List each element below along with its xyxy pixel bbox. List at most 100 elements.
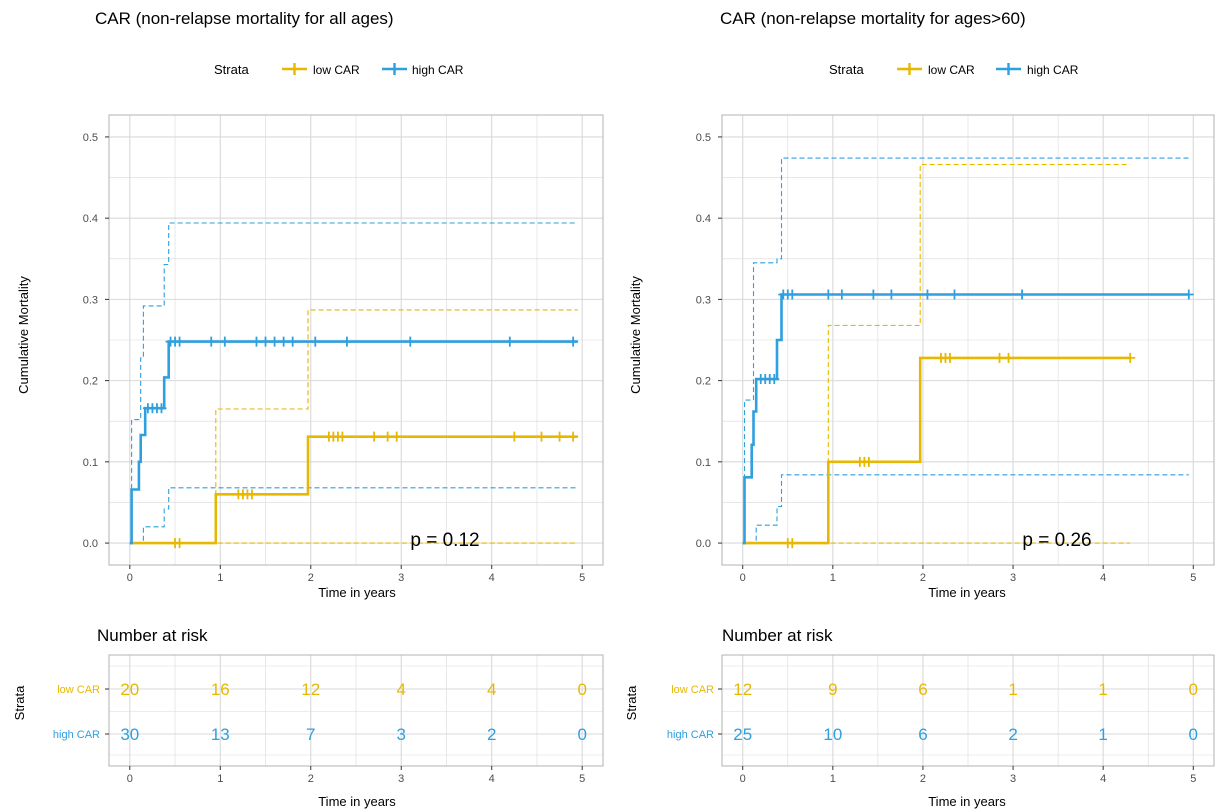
panel-2-risk-value: 0	[1189, 725, 1198, 744]
panel-2-risk-value: 25	[733, 725, 752, 744]
panel-1-risk-value: 7	[306, 725, 315, 744]
panel-2-ytick-label: 0.0	[696, 538, 711, 550]
panel-2-high-car-censor-mark	[787, 289, 798, 300]
panel-2-risk-value: 1	[1008, 680, 1017, 699]
panel-2-high-car-censor-mark	[949, 289, 960, 300]
panel-2-low-car-curve	[742, 356, 1131, 545]
panel-2-xtick-label: 1	[830, 572, 836, 584]
panel-1-title: CAR (non-relapse mortality for all ages)	[95, 9, 394, 28]
panel-1-high-car-censor-mark	[341, 336, 352, 347]
panel-1-risk-xtick-label: 2	[308, 773, 314, 785]
panel-1-risk-xtick-label: 4	[489, 773, 495, 785]
panel-2-risk-value: 2	[1008, 725, 1017, 744]
panel-1-risk-xtick-label: 1	[217, 773, 223, 785]
panel-2-xtick-label: 5	[1190, 572, 1196, 584]
panel-2-risk-border	[721, 654, 1215, 767]
panel-1-legend-key-high	[382, 63, 407, 75]
panel-2-low-car-censor-mark	[1125, 352, 1136, 363]
panel-2-pvalue: p = 0.26	[1022, 530, 1091, 551]
panel-1-high-car-censor-mark	[251, 336, 262, 347]
panel-2-risk-xtick-label: 4	[1100, 773, 1106, 785]
panel-1-low-car-censor-mark	[391, 431, 402, 442]
panel-1-high-car-censor-mark	[260, 336, 271, 347]
panel-1-risk-value: 0	[577, 680, 586, 699]
panel-2-high-car-censor-mark	[1183, 289, 1194, 300]
panel-1-risk-value: 0	[577, 725, 586, 744]
panel-1-high-car-censor-mark	[287, 336, 298, 347]
panel-2-risk-xlabel: Time in years	[928, 794, 1006, 809]
panel-2-risk-value: 6	[918, 680, 927, 699]
panel-2-risk-xtick-label: 3	[1010, 773, 1016, 785]
panel-2-risk-row-label: low CAR	[671, 684, 714, 696]
panel-1-low-car-censor-mark	[568, 431, 579, 442]
panel-2-legend-low: low CAR	[928, 63, 975, 77]
panel-1-high-car-censor-mark	[156, 403, 167, 414]
panel-1-legend-low: low CAR	[313, 63, 360, 77]
panel-1-plot: 0.0 0.1 0.2 0.3 0.4 0.5 0 1 2 3 4 5	[83, 63, 604, 584]
panel-2-risk-value: 6	[918, 725, 927, 744]
panel-1-xtick-label: 1	[217, 572, 223, 584]
panel-1-legend-key-low	[282, 63, 307, 75]
panel-2-legend-key-low	[897, 63, 922, 75]
panel-1-ytick-label: 0.5	[83, 132, 98, 144]
panel-1-risk-xlabel: Time in years	[318, 794, 396, 809]
panel-1-low-car-censor-mark	[246, 489, 257, 500]
panel-2-high-car-censor-mark	[1017, 289, 1028, 300]
panel-1-risk-xtick-label: 0	[127, 773, 133, 785]
panel-1-xtick-label: 3	[398, 572, 404, 584]
panel-1-high-car-censor-mark	[219, 336, 230, 347]
panel-1-risk-value: 30	[120, 725, 139, 744]
panel-2-risk-value: 10	[823, 725, 842, 744]
panel-2-ytick-label: 0.2	[696, 376, 711, 388]
panel-1-risk-xtick-label: 3	[398, 773, 404, 785]
panel-2-risk-value: 12	[733, 680, 752, 699]
panel-1-low-car-censor-mark	[369, 431, 380, 442]
panel-1-risk-value: 2	[487, 725, 496, 744]
panel-1-risk-value: 16	[211, 680, 230, 699]
panel-2-title: CAR (non-relapse mortality for ages>60)	[720, 9, 1026, 28]
panel-2-ytick-label: 0.3	[696, 294, 711, 306]
panel-1-risk-value: 3	[397, 725, 406, 744]
panel-2-high-car-censor-mark	[886, 289, 897, 300]
panel-1-risk-value: 20	[120, 680, 139, 699]
panel-1-ytick-label: 0.0	[83, 538, 98, 550]
panel-1-high-car-censor-mark	[568, 336, 579, 347]
panel-1-high-car-curve	[129, 340, 578, 545]
panel-1-ytick-label: 0.4	[83, 213, 98, 225]
panel-1-legend-title: Strata	[214, 62, 249, 77]
panel-1-high-car-ci-lower	[129, 487, 578, 544]
panel-1-xlabel: Time in years	[318, 585, 396, 600]
panel-2-legend-high: high CAR	[1027, 63, 1079, 77]
panel-2-xtick-label: 4	[1100, 572, 1106, 584]
panel-1-risk-row-label: high CAR	[53, 729, 100, 741]
panel-2-high-car-censor-mark	[769, 373, 780, 384]
panel-1-risk-value: 12	[301, 680, 320, 699]
panel-1-high-car-censor-mark	[278, 336, 289, 347]
panel-1-xtick-label: 0	[127, 572, 133, 584]
panel-2-risk-value: 1	[1098, 680, 1107, 699]
panel-1-high-car-censor-mark	[405, 336, 416, 347]
panel-1-legend-high: high CAR	[412, 63, 464, 77]
panel-2-risk-ylabel: Strata	[624, 685, 639, 720]
panel-1-xtick-label: 4	[489, 572, 495, 584]
panel-1-risk-ylabel: Strata	[12, 685, 27, 720]
panel-2-low-car-censor-mark	[1003, 352, 1014, 363]
panel-1-low-car-censor-mark	[174, 538, 185, 549]
panel-1-low-car-censor-mark	[536, 431, 547, 442]
panel-2-xtick-label: 3	[1010, 572, 1016, 584]
panel-1-low-car-censor-mark	[554, 431, 565, 442]
panel-2-high-car-curve	[742, 293, 1189, 545]
panel-1-risk-value: 13	[211, 725, 230, 744]
panel-2-high-car-censor-mark	[823, 289, 834, 300]
panel-1-risk-border	[108, 654, 604, 767]
panel-1-ylabel: Cumulative Mortality	[16, 276, 31, 394]
panel-2-risk-xtick-label: 5	[1190, 773, 1196, 785]
panel-1-low-car-censor-mark	[382, 431, 393, 442]
panel-2-risk-xtick-label: 2	[920, 773, 926, 785]
panel-2-low-car-censor-mark	[863, 456, 874, 467]
panel-2-legend-key-high	[996, 63, 1021, 75]
panel-2-plot: 0.0 0.1 0.2 0.3 0.4 0.5 0 1 2 3 4 5	[696, 63, 1215, 584]
